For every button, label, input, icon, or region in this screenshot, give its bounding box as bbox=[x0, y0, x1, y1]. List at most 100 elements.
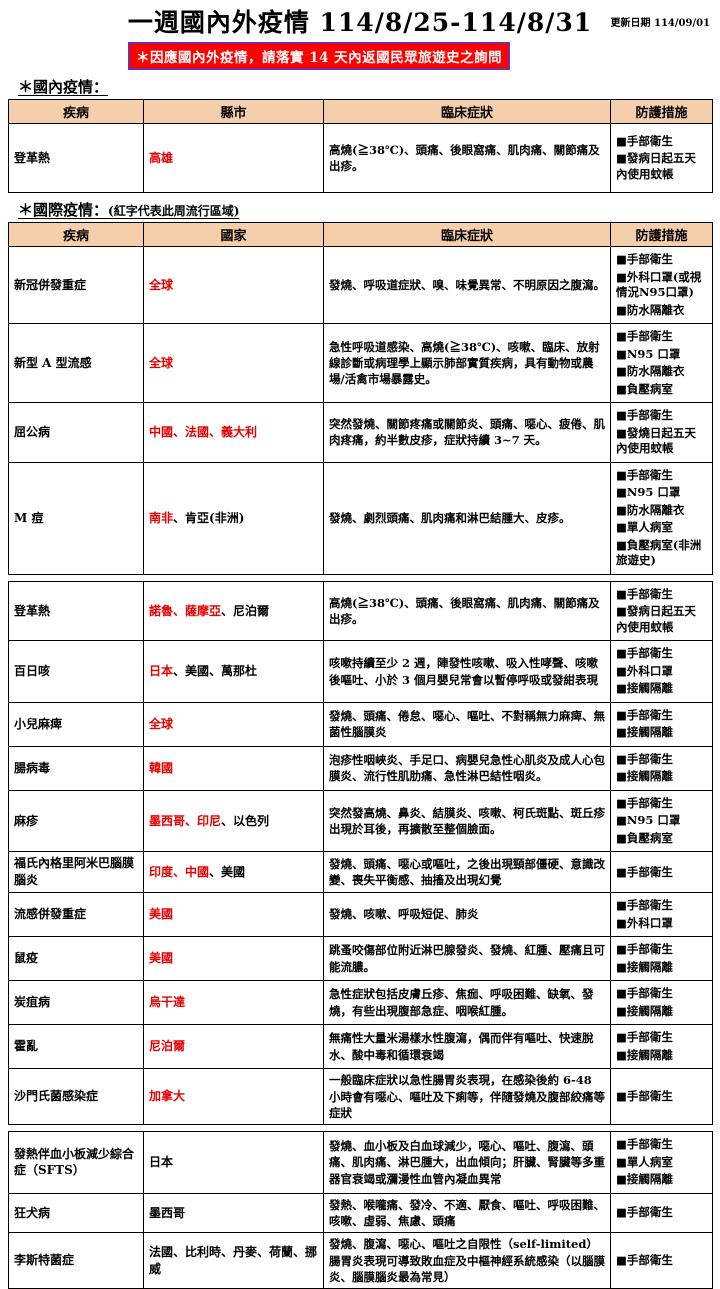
symptoms-cell: 跳蚤咬傷部位附近淋巴腺發炎、發燒、紅腫、壓痛且可能流膿。 bbox=[323, 936, 611, 982]
region-name-highlighted: 日本 bbox=[149, 664, 174, 679]
disease-cell: 福氏內格里阿米巴腦膜腦炎 bbox=[8, 851, 144, 894]
region-name-highlighted: 美國 bbox=[149, 951, 174, 966]
measure-item: ■手部衛生 bbox=[616, 751, 673, 766]
table-row: 新型 A 型流感 全球 急性呼吸道感染、高燒(≧38℃)、咳嗽、臨床、放射線診斷或病… bbox=[8, 323, 713, 404]
region-name-highlighted: 諾魯、薩摩亞 bbox=[149, 603, 222, 618]
measure-item: ■負壓病室(非洲旅遊史) bbox=[616, 537, 702, 568]
measures-cell: ■手部衛生 ■接觸隔離 bbox=[610, 1024, 713, 1070]
measure-item: ■手部衛生 bbox=[616, 329, 673, 344]
disease-cell: 沙門氏菌感染症 bbox=[8, 1068, 144, 1126]
region-name: 、肯亞(非洲) bbox=[173, 510, 245, 525]
measure-item: ■接觸隔離 bbox=[616, 1172, 673, 1187]
column-header-0: 疾病 bbox=[8, 99, 144, 124]
region-name-highlighted: 印度、中國 bbox=[149, 864, 210, 879]
region-name: 法國、比利時、丹麥、荷蘭、挪威 bbox=[149, 1245, 318, 1276]
measure-item: ■發病日起五天內使用蚊帳 bbox=[616, 604, 696, 634]
region-cell: 美國 bbox=[143, 936, 324, 982]
notice-banner: ＊因應國內外疫情，請落實 14 天內返國民眾旅遊史之詢問 bbox=[128, 42, 511, 70]
international-epidemic-table-3: 發熱伴血小板減少綜合症（SFTS） 日本 發燒、血小板及白血球減少，噁心、嘔吐、腹瀉… bbox=[8, 1131, 713, 1289]
region-cell: 法國、比利時、丹麥、荷蘭、挪威 bbox=[143, 1232, 324, 1289]
region-cell: 烏干達 bbox=[143, 980, 324, 1026]
disease-cell: 鼠疫 bbox=[8, 936, 144, 982]
measure-item: ■接觸隔離 bbox=[616, 769, 673, 784]
table-row: 鼠疫 美國 跳蚤咬傷部位附近淋巴腺發炎、發燒、紅腫、壓痛且可能流膿。 ■手部衛生 ■接觸… bbox=[8, 936, 713, 982]
table-row: 腸病毒 韓國 泡疹性咽峽炎、手足口、病嬰兒急性心肌炎及成人心包膜炎、流行性肌肋痛、急… bbox=[8, 745, 713, 791]
symptoms-cell: 突然發燒、關節疼痛或關節炎、頭痛、噁心、疲倦、肌肉疼痛，約半數皮疹，症狀持續 3… bbox=[323, 402, 611, 463]
table-header-row: 疾病 國家 臨床症狀 防護措施 bbox=[8, 222, 713, 247]
symptoms-cell: 發燒、血小板及白血球減少，噁心、嘔吐、腹瀉、頭痛、肌肉痛、淋巴腫大，出血傾向；肝… bbox=[323, 1131, 611, 1194]
region-cell: 全球 bbox=[143, 323, 324, 404]
measures-cell: ■手部衛生 ■單人病室 ■接觸隔離 bbox=[610, 1131, 713, 1194]
measure-item: ■接觸隔離 bbox=[616, 1047, 673, 1062]
measure-item: ■單人病室 bbox=[616, 1154, 673, 1169]
measures-cell: ■手部衛生 bbox=[610, 1192, 713, 1234]
measures-cell: ■手部衛生 ■N95 口罩 ■防水隔離衣 ■負壓病室 bbox=[610, 323, 713, 404]
document-page: 一週國內外疫情 114/8/25-114/8/31 更新日期 114/09/01… bbox=[8, 0, 713, 1289]
table-row: 屈公病 中國、法國、義大利 突然發燒、關節疼痛或關節炎、頭痛、噁心、疲倦、肌肉疼痛，… bbox=[8, 402, 713, 463]
measures-cell: ■手部衛生 ■接觸隔離 bbox=[610, 701, 713, 747]
table-row: 百日咳 日本、美國、萬那杜 咳嗽持續至少 2 週，陣發性咳嗽、吸入性哮聲、咳嗽後嘔吐… bbox=[8, 640, 713, 703]
measure-item: ■N95 口罩 bbox=[616, 485, 681, 500]
table-row: 小兒麻痺 全球 發燒、頭痛、倦怠、噁心、嘔吐、不對稱無力麻痺、無菌性腦膜炎 ■手部衛生… bbox=[8, 701, 713, 747]
column-header-3: 防護措施 bbox=[610, 99, 713, 124]
disease-cell: 麻疹 bbox=[8, 789, 144, 853]
disease-cell: 新型 A 型流感 bbox=[8, 323, 144, 404]
measure-item: ■手部衛生 bbox=[616, 707, 673, 722]
measure-item: ■外科口罩 bbox=[616, 663, 673, 678]
region-cell: 墨西哥 bbox=[143, 1192, 324, 1234]
measures-cell: ■手部衛生 ■外科口罩(或視情況N95口罩) ■防水隔離衣 bbox=[610, 245, 713, 325]
measure-item: ■外科口罩(或視情況N95口罩) bbox=[616, 269, 702, 300]
table-row: 麻疹 墨西哥、印尼、以色列 突然發高燒、鼻炎、結膜炎、咳嗽、柯氏斑點、斑丘疹出現於耳… bbox=[8, 789, 713, 853]
symptoms-cell: 咳嗽持續至少 2 週，陣發性咳嗽、吸入性哮聲、咳嗽後嘔吐、小於 3 個月嬰兒常會… bbox=[323, 640, 611, 703]
domestic-epidemic-table: 疾病 縣市 臨床症狀 防護措施 登革熱 高雄 高燒(≧38℃)、頭痛、後眼窩痛、肌肉痛、關節… bbox=[8, 99, 713, 193]
region-name: 墨西哥 bbox=[149, 1205, 186, 1220]
disease-cell: 狂犬病 bbox=[8, 1192, 144, 1234]
region-cell: 墨西哥、印尼、以色列 bbox=[143, 789, 324, 853]
table-row: 李斯特菌症 法國、比利時、丹麥、荷蘭、挪威 發燒、腹瀉、噁心、嘔吐之自限性（self… bbox=[8, 1232, 713, 1289]
measure-item: ■手部衛生 bbox=[616, 408, 673, 423]
region-name-highlighted: 墨西哥、印尼 bbox=[149, 813, 222, 828]
measures-cell: ■手部衛生 ■接觸隔離 bbox=[610, 745, 713, 791]
measure-item: ■手部衛生 bbox=[616, 986, 673, 1001]
measure-item: ■負壓病室 bbox=[616, 381, 673, 396]
symptoms-cell: 發燒、頭痛、噁心或嘔吐，之後出現頸部僵硬、意識改變、喪失平衡感、抽搐及出現幻覺 bbox=[323, 851, 611, 894]
disease-cell: 流感併發重症 bbox=[8, 892, 144, 938]
column-header-3: 防護措施 bbox=[610, 222, 713, 247]
notice-banner-wrap: ＊因應國內外疫情，請落實 14 天內返國民眾旅遊史之詢問 bbox=[128, 42, 712, 70]
measure-item: ■手部衛生 bbox=[616, 646, 673, 661]
symptoms-cell: 無痛性大量米湯樣水性腹瀉，偶而伴有嘔吐、快速脫水、酸中毒和循環衰竭 bbox=[323, 1024, 611, 1070]
symptoms-cell: 一般臨床症狀以急性腸胃炎表現，在感染後約 6-48 小時會有噁心、嘔吐及下痢等，… bbox=[323, 1068, 611, 1126]
measure-item: ■防水隔離衣 bbox=[616, 364, 685, 379]
region-name-highlighted: 美國 bbox=[149, 907, 174, 922]
table-row: 福氏內格里阿米巴腦膜腦炎 印度、中國、美國 發燒、頭痛、噁心或嘔吐，之後出現頸部僵硬… bbox=[8, 851, 713, 894]
symptoms-cell: 高燒(≧38℃)、頭痛、後眼窩痛、肌肉痛、關節痛及出疹。 bbox=[323, 580, 611, 642]
measures-cell: ■手部衛生 ■N95 口罩 ■防水隔離衣 ■單人病室 ■負壓病室(非洲旅遊史) bbox=[610, 461, 713, 575]
column-header-1: 國家 bbox=[143, 222, 324, 247]
region-name-highlighted: 全球 bbox=[149, 277, 174, 292]
international-epidemic-table-1: 疾病 國家 臨床症狀 防護措施 新冠併發重症 全球 發燒、呼吸道症狀、嗅、味覺異常、不明原因… bbox=[8, 222, 713, 575]
measures-cell: ■手部衛生 ■N95 口罩 ■負壓病室 bbox=[610, 789, 713, 853]
region-name-highlighted: 尼泊爾 bbox=[149, 1039, 186, 1054]
disease-cell: 霍亂 bbox=[8, 1024, 144, 1070]
measures-cell: ■手部衛生 bbox=[610, 1232, 713, 1289]
symptoms-cell: 發燒、咳嗽、呼吸短促、肺炎 bbox=[323, 892, 611, 938]
column-header-2: 臨床症狀 bbox=[323, 99, 611, 124]
disease-cell: M 痘 bbox=[8, 461, 144, 575]
symptoms-cell: 發燒、劇烈頭痛、肌肉痛和淋巴結腫大、皮疹。 bbox=[323, 461, 611, 575]
region-cell: 尼泊爾 bbox=[143, 1024, 324, 1070]
measures-cell: ■手部衛生 ■發病日起五天內使用蚊帳 bbox=[610, 580, 713, 642]
region-cell: 全球 bbox=[143, 245, 324, 325]
region-cell: 韓國 bbox=[143, 745, 324, 791]
symptoms-cell: 發燒、頭痛、倦怠、噁心、嘔吐、不對稱無力麻痺、無菌性腦膜炎 bbox=[323, 701, 611, 747]
international-epidemic-table-2: 登革熱 諾魯、薩摩亞、尼泊爾 高燒(≧38℃)、頭痛、後眼窩痛、肌肉痛、關節痛及出疹… bbox=[8, 580, 713, 1126]
measures-cell: ■手部衛生 ■發燒日起五天內使用蚊帳 bbox=[610, 402, 713, 463]
measure-item: ■發病日起五天內使用蚊帳 bbox=[616, 151, 696, 181]
measure-item: ■防水隔離衣 bbox=[616, 302, 685, 317]
measures-cell: ■手部衛生 ■發病日起五天內使用蚊帳 bbox=[610, 123, 713, 193]
region-name: 、美國、萬那杜 bbox=[173, 664, 258, 679]
measures-cell: ■手部衛生 ■接觸隔離 bbox=[610, 936, 713, 982]
measure-item: ■防水隔離衣 bbox=[616, 502, 685, 517]
table-row: 炭疽病 烏干達 急性症狀包括皮膚丘疹、焦痂、呼吸困難、缺氧、發燒，有些出現腹部急症、… bbox=[8, 980, 713, 1026]
measures-cell: ■手部衛生 ■外科口罩 bbox=[610, 892, 713, 938]
disease-cell: 屈公病 bbox=[8, 402, 144, 463]
